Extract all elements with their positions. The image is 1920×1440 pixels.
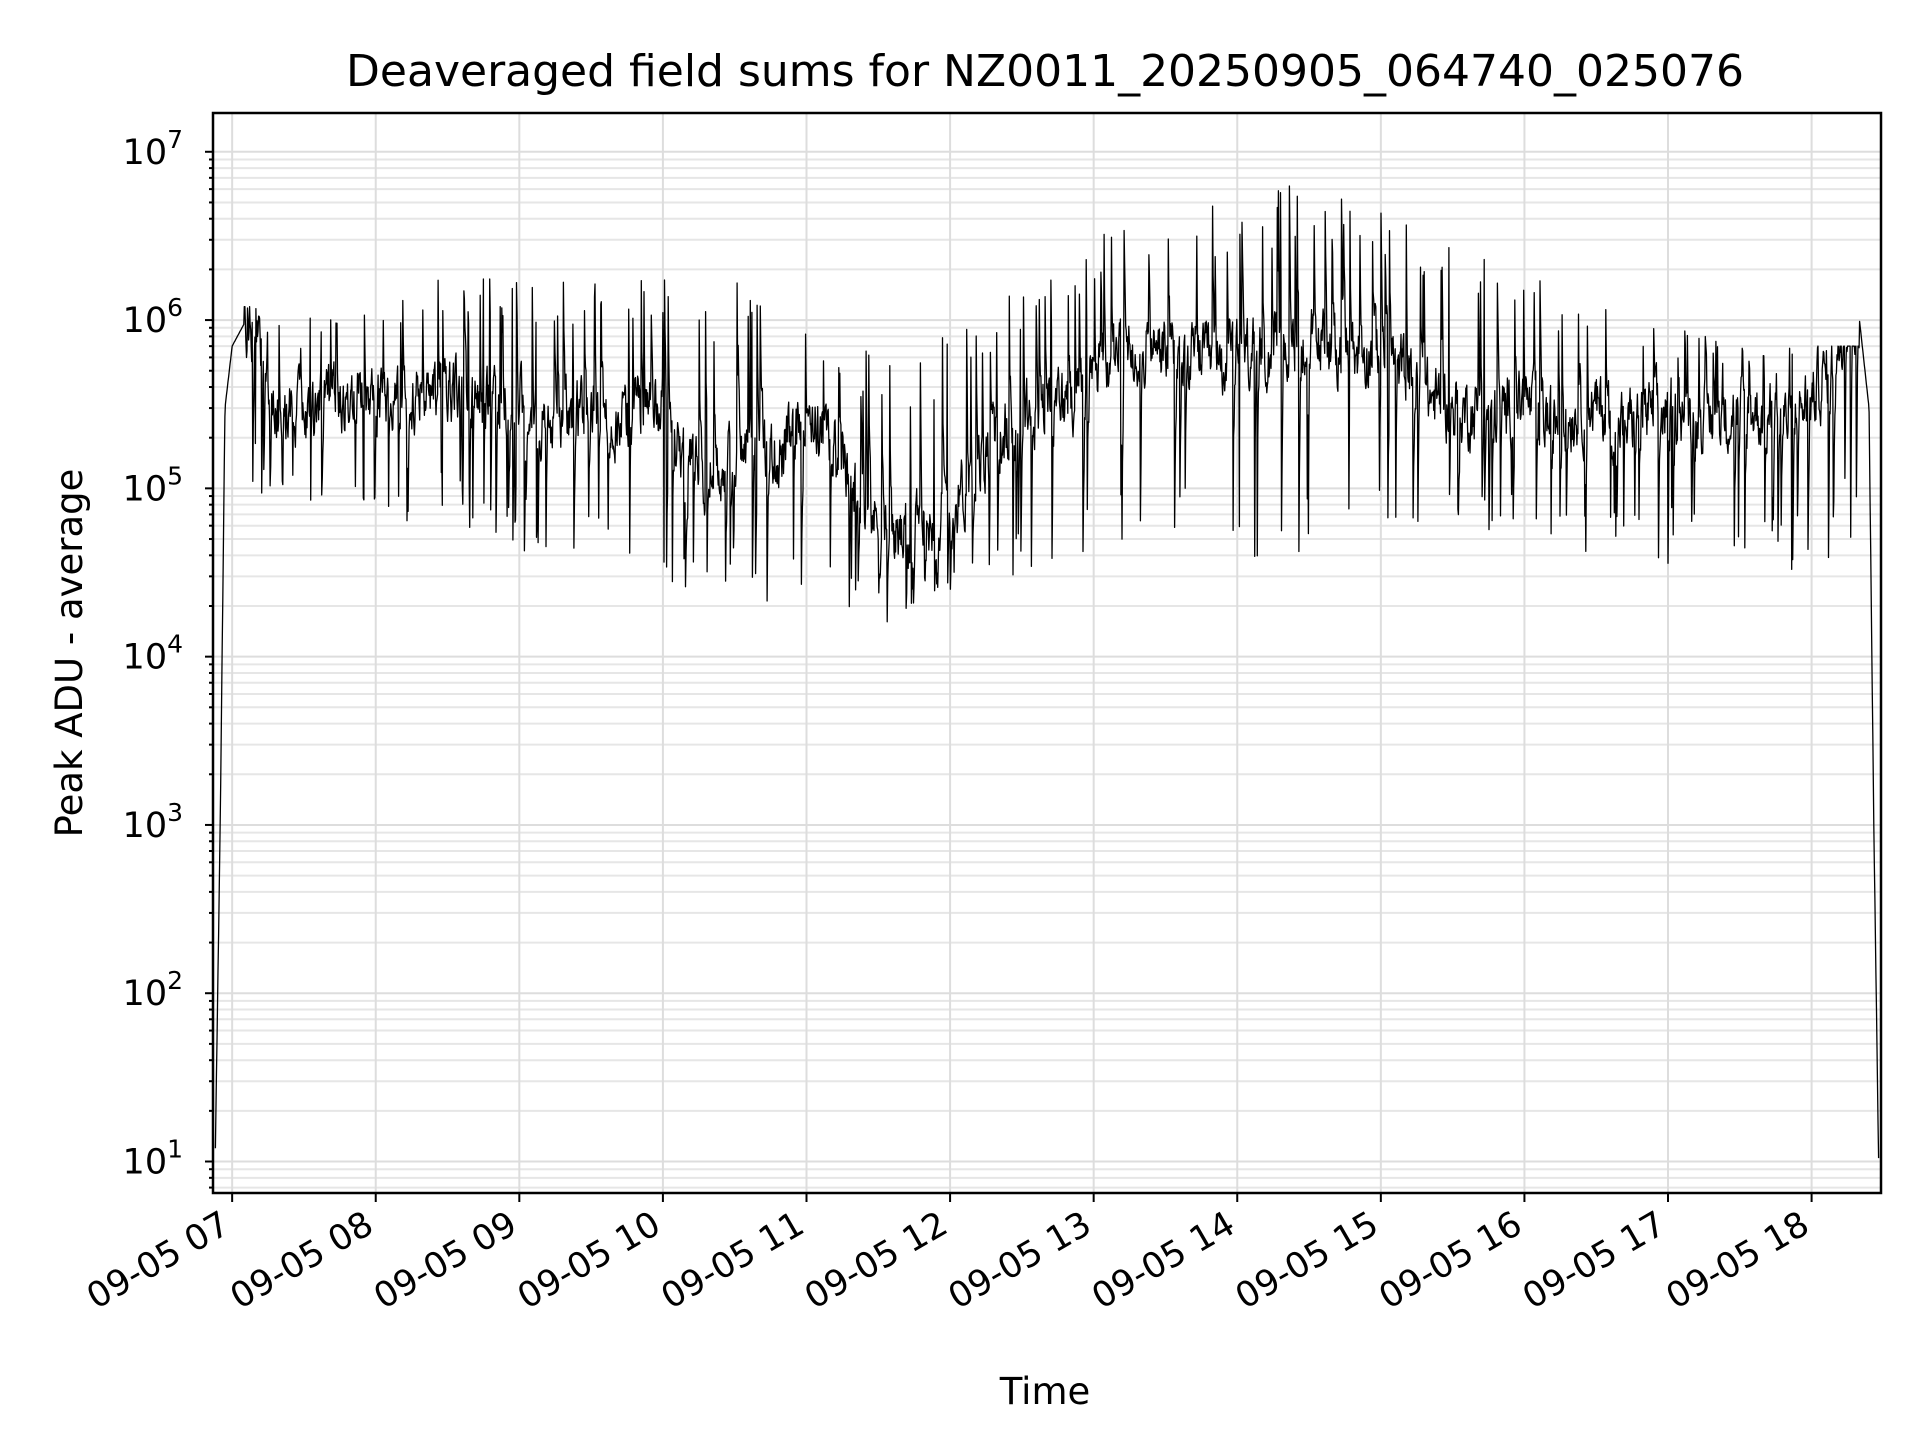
y-tick-label: 103 (123, 798, 183, 846)
series-layer (214, 185, 1880, 1159)
y-tick-label-base: 10 (123, 638, 168, 678)
x-tick-label: 09-05 12 (798, 1204, 954, 1317)
y-tick-label-base: 10 (123, 1143, 168, 1183)
x-tick-label: 09-05 13 (942, 1204, 1098, 1317)
y-tick-label-exponent: 6 (167, 293, 183, 322)
chart-title: Deaveraged field sums for NZ0011_2025090… (346, 46, 1744, 97)
x-tick-label: 09-05 08 (224, 1204, 380, 1317)
x-tick-label: 09-05 11 (655, 1204, 811, 1317)
y-tick-label: 105 (123, 461, 183, 509)
y-tick-label-base: 10 (123, 974, 168, 1014)
y-tick-label: 101 (123, 1135, 183, 1183)
x-tick-label: 09-05 18 (1660, 1204, 1816, 1317)
y-tick-label-base: 10 (123, 133, 168, 173)
y-tick-label-exponent: 4 (167, 630, 183, 659)
grid (213, 113, 1881, 1193)
x-tick-label: 09-05 10 (511, 1204, 667, 1317)
x-tick-label: 09-05 16 (1373, 1204, 1529, 1317)
plot-frame (211, 111, 1883, 1195)
series-line (214, 185, 1880, 1159)
x-tick-label: 09-05 09 (368, 1204, 524, 1317)
y-axis-label: Peak ADU - average (48, 469, 91, 838)
y-tick-label: 104 (123, 630, 183, 678)
y-tick-label-exponent: 2 (167, 966, 183, 995)
y-tick-label-exponent: 3 (167, 798, 183, 827)
x-tick-label: 09-05 17 (1516, 1204, 1672, 1317)
y-tick-label: 107 (123, 125, 183, 173)
y-tick-label-exponent: 5 (167, 461, 183, 490)
y-tick-label: 106 (123, 293, 183, 341)
x-tick-label: 09-05 15 (1229, 1204, 1385, 1317)
x-tick-label: 09-05 07 (80, 1204, 236, 1317)
y-tick-label-exponent: 7 (167, 125, 183, 154)
y-tick-label-base: 10 (123, 806, 168, 846)
x-axis-label: Time (999, 1370, 1091, 1413)
x-tick-label: 09-05 14 (1085, 1204, 1241, 1317)
y-tick-label: 102 (123, 966, 183, 1014)
y-tick-label-base: 10 (123, 469, 168, 509)
y-tick-label-base: 10 (123, 301, 168, 341)
y-tick-label-exponent: 1 (167, 1135, 183, 1164)
